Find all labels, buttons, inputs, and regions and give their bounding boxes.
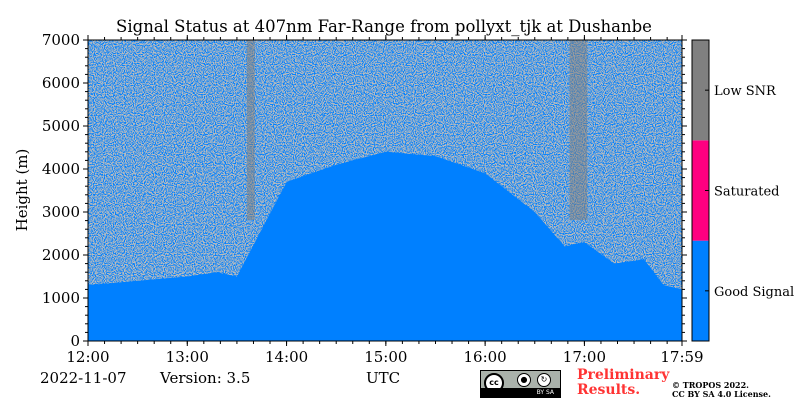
colorbar: Good Signal Saturated Low SNR (691, 39, 794, 342)
colorbar-segment (692, 40, 709, 141)
version-label: Version: 3.5 (160, 369, 251, 387)
low-snr-column (569, 40, 588, 220)
y-tick-label: 7000 (42, 31, 80, 49)
chart-title: Signal Status at 407nm Far-Range from po… (116, 17, 652, 36)
y-tick-label: 3000 (42, 203, 80, 221)
x-tick-label: 17:00 (563, 348, 606, 366)
y-tick-label: 0 (70, 332, 80, 350)
preliminary-line2: Results. (577, 382, 641, 398)
y-tick-label: 4000 (42, 160, 80, 178)
x-tick-label: 15:00 (364, 348, 407, 366)
x-tick-label: 13:00 (166, 348, 209, 366)
colorbar-frame (691, 39, 710, 342)
colorbar-label: Saturated (714, 185, 779, 200)
colorbar-segment (692, 140, 709, 241)
copyright-notice: © TROPOS 2022. CC BY SA 4.0 License. (672, 381, 771, 399)
x-tick-label: 17:59 (660, 348, 703, 366)
license-badge-text: BY SA (536, 389, 554, 396)
low-snr-column (246, 40, 255, 220)
date-label: 2022-11-07 (40, 369, 127, 387)
colorbar-label: Low SNR (714, 84, 777, 99)
colorbar-label: Good Signal (714, 285, 794, 300)
x-tick-label: 12:00 (66, 348, 109, 366)
y-tick-label: 2000 (42, 246, 80, 264)
copyright-line1: © TROPOS 2022. (672, 380, 749, 390)
y-axis: 0 1000 2000 3000 4000 5000 6000 7000 (42, 31, 687, 350)
by-icon: ● (517, 373, 531, 387)
plot-frame (87, 39, 683, 342)
preliminary-notice: Preliminary Results. (577, 368, 669, 398)
x-tick-label: 14:00 (265, 348, 308, 366)
low-snr-columns (246, 40, 588, 220)
y-tick-label: 6000 (42, 74, 80, 92)
copyright-line2: CC BY SA 4.0 License. (672, 389, 771, 399)
x-tick-label: 16:00 (464, 348, 507, 366)
colorbar-segment (692, 240, 709, 341)
sa-icon: ↻ (537, 373, 551, 387)
y-axis-label: Height (m) (13, 148, 31, 232)
good-signal-region (88, 151, 682, 341)
y-tick-label: 5000 (42, 117, 80, 135)
x-axis: 12:00 13:00 14:00 15:00 16:00 17:00 17:59 (66, 35, 704, 366)
y-tick-label: 1000 (42, 289, 80, 307)
preliminary-line1: Preliminary (577, 367, 670, 383)
cc-license-badge[interactable]: cc ● ↻ BY SA (480, 370, 561, 398)
plot-area (88, 40, 682, 341)
x-axis-label: UTC (366, 369, 401, 387)
